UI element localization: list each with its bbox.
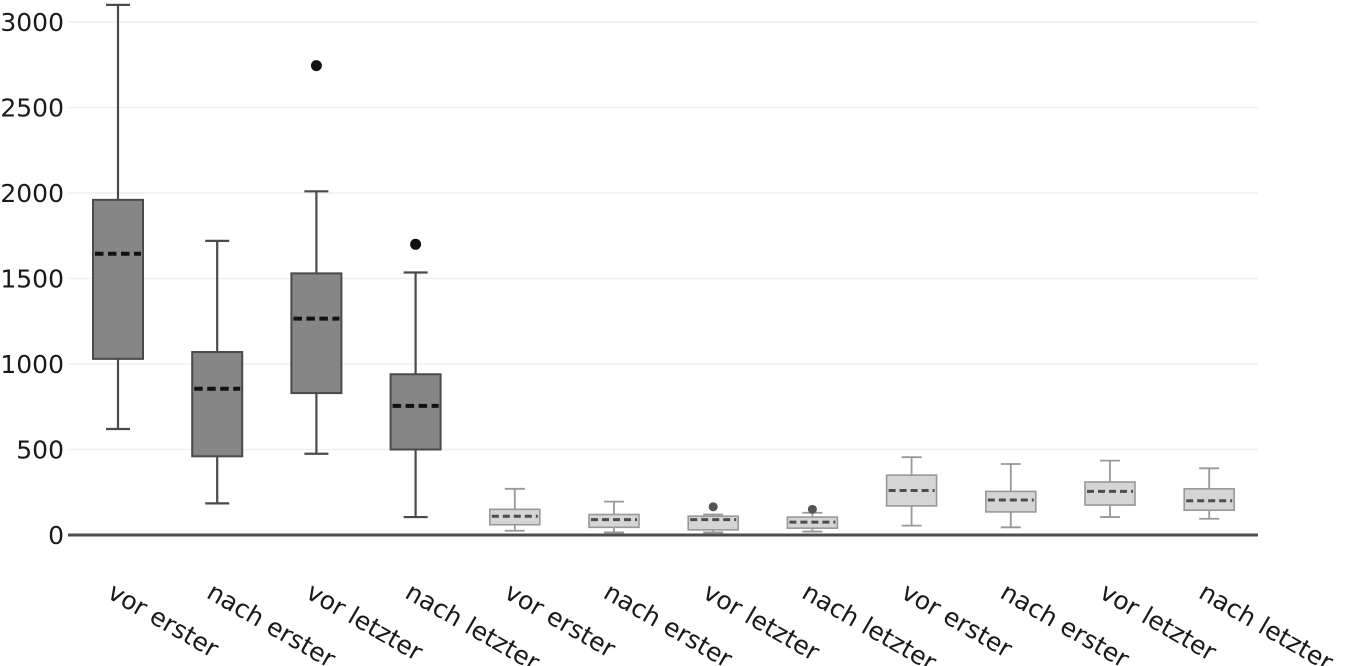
outlier-dot (410, 238, 422, 250)
y-tick-label: 3000 (0, 8, 64, 37)
box-iqr-rect (389, 373, 442, 451)
y-tick-label: 500 (16, 436, 64, 465)
y-tick-label: 1000 (0, 350, 64, 379)
x-category-label: vor erster (103, 577, 224, 664)
outlier-dot (708, 502, 718, 512)
y-tick-label: 0 (48, 521, 64, 550)
outlier-dot (807, 504, 817, 514)
box-iqr-rect (290, 272, 343, 395)
box-iqr-rect (191, 351, 244, 458)
box-iqr-rect (984, 490, 1037, 513)
outlier-dot (310, 60, 322, 72)
box-iqr-rect (1084, 481, 1136, 506)
box-iqr-rect (92, 198, 144, 360)
y-tick-label: 2500 (0, 94, 64, 123)
x-category-label: nach letzter (1194, 577, 1339, 666)
y-tick-label: 1500 (0, 265, 64, 294)
y-tick-label: 2000 (0, 179, 64, 208)
